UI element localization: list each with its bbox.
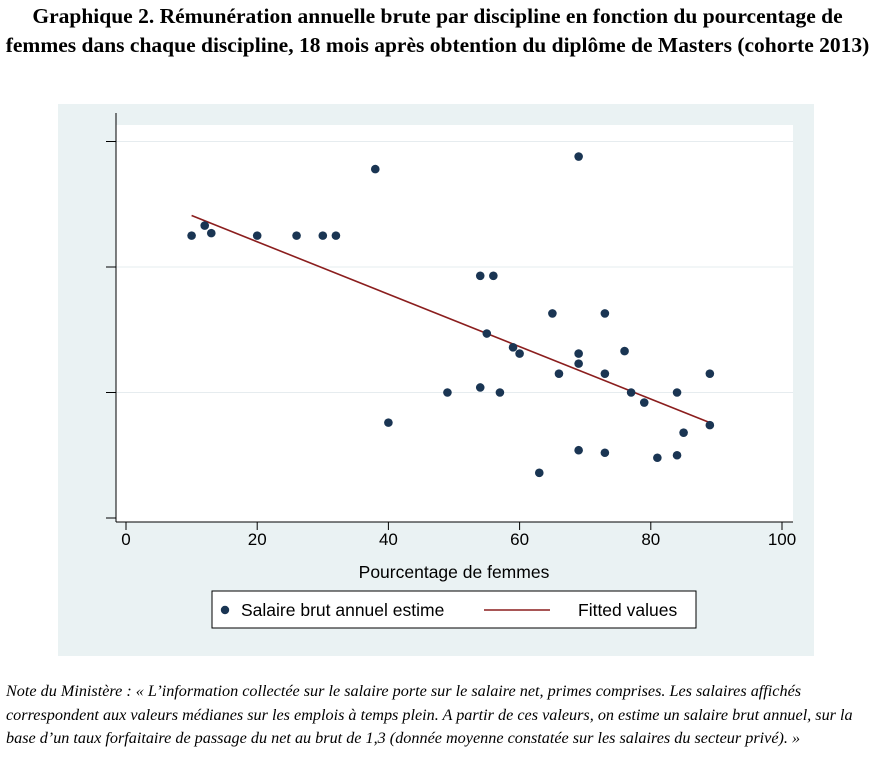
data-point [600, 309, 610, 318]
data-point [508, 343, 518, 352]
chart-title: Graphique 2. Rémunération annuelle brute… [5, 4, 870, 57]
chart-panel: 0 20 40 60 80 100 Pourcentage de femmes Salai… [58, 104, 814, 656]
data-point [482, 329, 492, 338]
data-point [574, 349, 583, 358]
legend-marker-icon [220, 605, 230, 615]
data-point [370, 164, 380, 174]
data-point [672, 450, 682, 460]
x-tick-label: 60 [510, 530, 529, 549]
data-point [495, 388, 505, 397]
legend-label-points: Salaire brut annuel estime [241, 600, 444, 620]
data-point [489, 271, 498, 281]
data-point [574, 152, 583, 161]
data-point [252, 231, 262, 240]
data-point [206, 228, 216, 238]
data-point [534, 468, 544, 478]
x-tick-label: 100 [768, 530, 796, 549]
x-tick-label: 0 [121, 530, 130, 549]
data-point [475, 383, 485, 392]
plot-area [116, 125, 793, 522]
x-tick-label: 80 [641, 530, 660, 549]
legend-label-fit: Fitted values [578, 600, 677, 620]
data-point [187, 231, 196, 240]
data-point [292, 231, 301, 240]
x-axis-label: Pourcentage de femmes [359, 562, 550, 582]
data-point [200, 221, 210, 230]
data-point [679, 428, 688, 437]
scatter-chart: 0 20 40 60 80 100 Pourcentage de femmes Salai… [106, 113, 796, 629]
data-point [653, 453, 662, 463]
x-tick-label: 40 [379, 530, 398, 549]
data-point [554, 369, 564, 378]
data-point [620, 346, 629, 356]
x-tick-label: 20 [248, 530, 267, 549]
fitted-line [191, 214, 711, 424]
data-point [639, 398, 649, 407]
data-point [705, 369, 715, 378]
data-point [626, 388, 636, 397]
data-point [515, 349, 524, 358]
data-point [548, 309, 557, 318]
data-point [600, 369, 610, 378]
legend: Salaire brut annuel estime Fitted values [211, 590, 697, 629]
data-point [331, 231, 341, 240]
points-layer [187, 152, 715, 478]
data-point [443, 388, 452, 397]
data-point [574, 359, 583, 368]
data-point [574, 445, 583, 455]
data-point [705, 420, 715, 430]
data-point [600, 448, 610, 458]
data-point [672, 388, 682, 397]
data-point [384, 418, 393, 427]
legend-box [211, 590, 697, 629]
note-text: Note du Ministère : « L’information coll… [6, 682, 853, 747]
data-point [318, 231, 328, 240]
data-point [475, 271, 485, 281]
fit-line-layer [191, 214, 711, 424]
axes: 0 20 40 60 80 100 [106, 113, 796, 549]
